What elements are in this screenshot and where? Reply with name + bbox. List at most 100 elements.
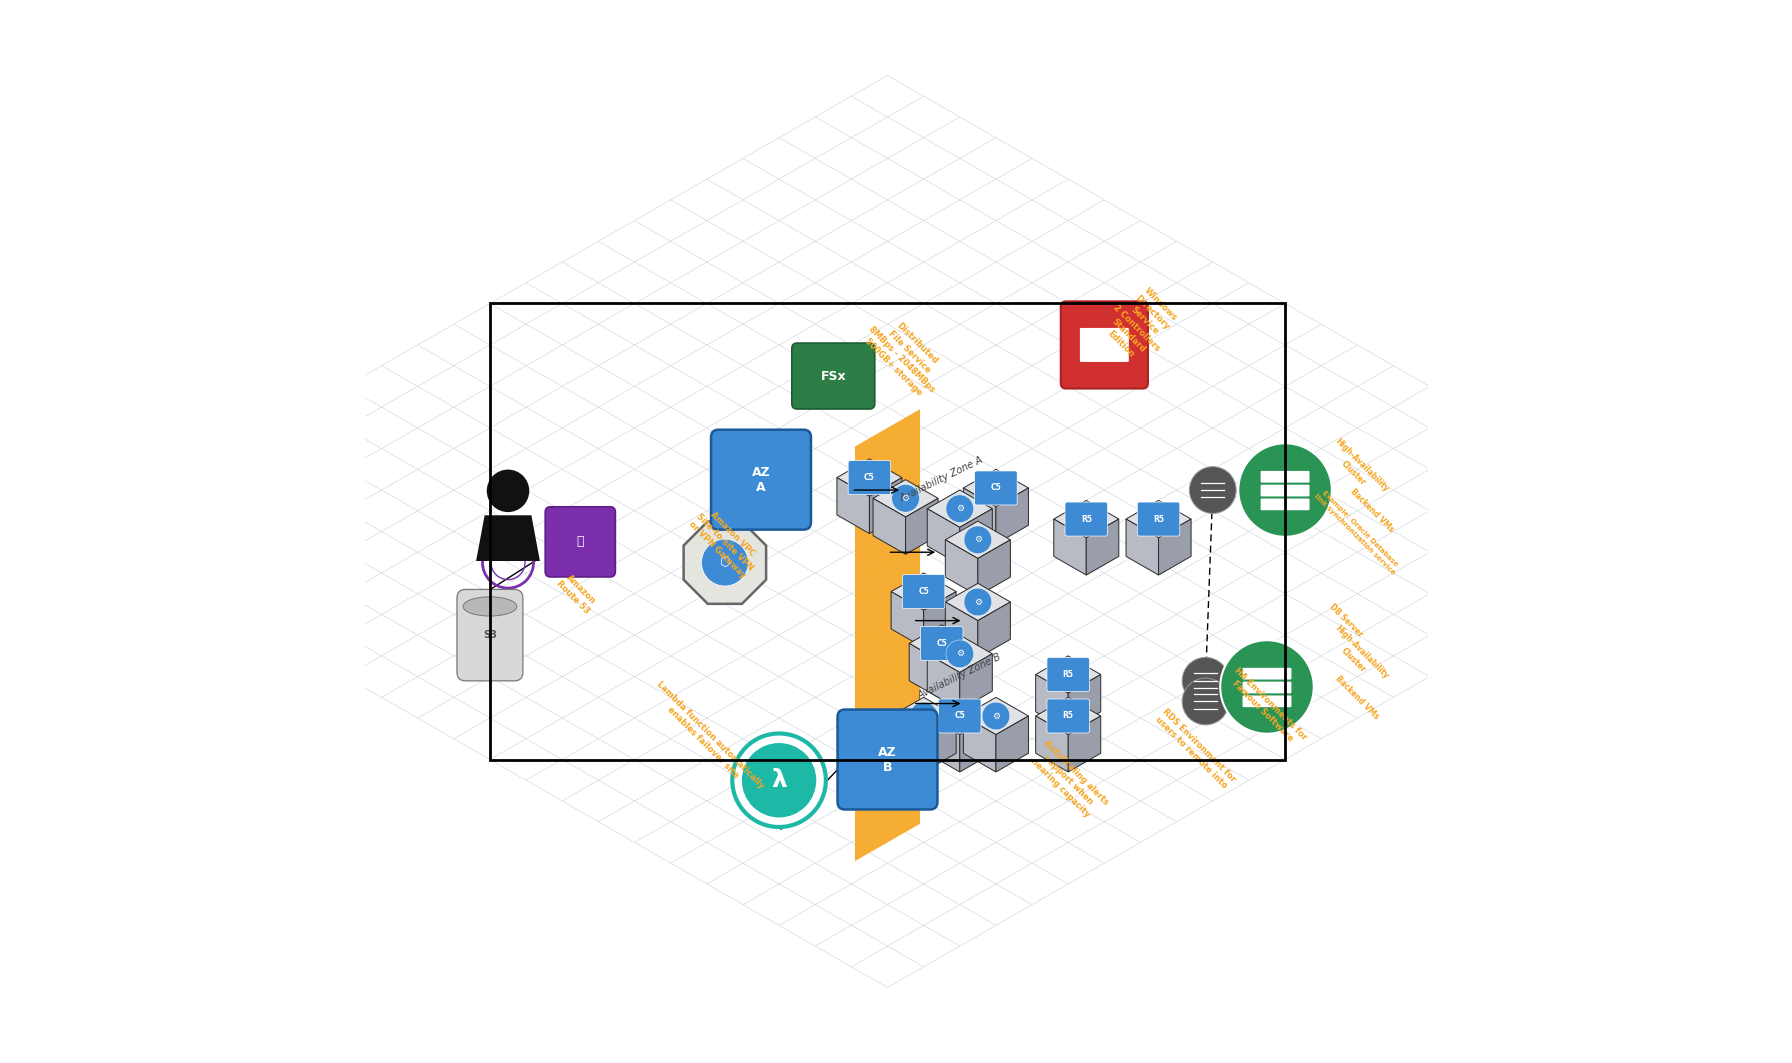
Polygon shape [946, 540, 978, 595]
FancyBboxPatch shape [848, 460, 891, 494]
Polygon shape [905, 499, 937, 554]
Polygon shape [923, 716, 957, 772]
Text: Availability Zone B: Availability Zone B [916, 652, 1004, 702]
FancyBboxPatch shape [1242, 681, 1292, 693]
Polygon shape [926, 654, 961, 710]
Polygon shape [873, 479, 937, 517]
Polygon shape [996, 716, 1029, 772]
Text: High-Availability
Cluster: High-Availability Cluster [1324, 437, 1391, 502]
Text: C5: C5 [937, 639, 948, 648]
FancyBboxPatch shape [903, 575, 944, 609]
FancyBboxPatch shape [1242, 695, 1292, 707]
Polygon shape [1068, 716, 1100, 772]
Polygon shape [926, 716, 961, 772]
Text: Backend VMs: Backend VMs [1333, 674, 1382, 721]
Polygon shape [1054, 501, 1118, 538]
Polygon shape [961, 654, 993, 710]
Circle shape [487, 470, 529, 512]
FancyBboxPatch shape [1064, 502, 1107, 536]
Polygon shape [926, 636, 993, 673]
Circle shape [1190, 467, 1236, 513]
Circle shape [964, 588, 991, 615]
Text: ⚙: ⚙ [919, 711, 928, 721]
FancyBboxPatch shape [1260, 471, 1310, 483]
Text: Lambda function automatically
enables failover site: Lambda function automatically enables fa… [647, 679, 765, 798]
FancyBboxPatch shape [1047, 699, 1090, 733]
FancyBboxPatch shape [1242, 668, 1292, 679]
Polygon shape [891, 697, 957, 735]
Text: R5: R5 [1152, 514, 1165, 524]
Polygon shape [837, 459, 901, 496]
Text: ⬡: ⬡ [719, 556, 731, 569]
Polygon shape [837, 477, 869, 534]
Polygon shape [891, 716, 923, 772]
Polygon shape [909, 643, 943, 699]
Text: C5: C5 [955, 711, 966, 721]
FancyBboxPatch shape [837, 710, 937, 810]
FancyBboxPatch shape [711, 429, 812, 529]
Text: High-Availability
Cluster: High-Availability Cluster [1324, 623, 1391, 689]
Circle shape [1183, 678, 1229, 725]
Polygon shape [1036, 656, 1100, 693]
Polygon shape [1036, 716, 1068, 772]
Polygon shape [946, 521, 1011, 558]
Circle shape [742, 743, 817, 817]
FancyBboxPatch shape [1260, 499, 1310, 510]
FancyBboxPatch shape [975, 471, 1018, 505]
Polygon shape [961, 509, 993, 564]
Text: S3: S3 [484, 630, 496, 640]
Polygon shape [964, 488, 996, 544]
Polygon shape [1036, 675, 1068, 730]
Polygon shape [996, 488, 1029, 544]
FancyBboxPatch shape [1061, 302, 1149, 389]
FancyBboxPatch shape [457, 590, 523, 681]
Text: λ: λ [771, 769, 787, 792]
Polygon shape [855, 409, 919, 861]
Text: R5: R5 [1081, 514, 1091, 524]
Text: AZ
A: AZ A [751, 466, 771, 493]
Polygon shape [909, 625, 975, 662]
Text: ⚙: ⚙ [955, 649, 964, 658]
Circle shape [910, 703, 937, 730]
Text: FSx: FSx [821, 370, 846, 383]
Polygon shape [964, 697, 1029, 735]
Circle shape [892, 485, 919, 512]
Circle shape [946, 495, 973, 523]
Polygon shape [926, 490, 993, 527]
Text: Backend VMs: Backend VMs [1348, 487, 1396, 535]
FancyBboxPatch shape [1081, 339, 1129, 352]
Text: ⚙: ⚙ [955, 504, 964, 513]
Text: ⚙: ⚙ [991, 711, 1000, 721]
Text: R5: R5 [1063, 670, 1073, 679]
Text: Amazon
Route 53: Amazon Route 53 [554, 572, 599, 615]
Polygon shape [1086, 519, 1118, 575]
Polygon shape [869, 477, 901, 534]
FancyBboxPatch shape [1081, 328, 1129, 341]
Polygon shape [683, 521, 767, 604]
Text: AZ
B: AZ B [878, 745, 896, 774]
Circle shape [733, 733, 826, 827]
Polygon shape [926, 697, 993, 735]
FancyBboxPatch shape [1138, 502, 1179, 536]
Polygon shape [891, 573, 957, 610]
Text: C5: C5 [991, 484, 1002, 492]
Polygon shape [978, 602, 1011, 658]
Circle shape [946, 640, 973, 668]
Polygon shape [946, 602, 978, 658]
Circle shape [701, 539, 749, 586]
Text: AutoScaling alerts
support when
nearing capacity: AutoScaling alerts support when nearing … [1027, 739, 1111, 822]
Circle shape [964, 526, 991, 554]
FancyBboxPatch shape [1081, 350, 1129, 362]
Text: Distributed
File Service
8MBps - 2048MBps
500GB+ storage: Distributed File Service 8MBps - 2048MBp… [858, 308, 952, 402]
Ellipse shape [462, 597, 516, 617]
Text: ⚙: ⚙ [901, 494, 910, 503]
Circle shape [1238, 443, 1331, 537]
Polygon shape [1125, 519, 1159, 575]
Text: HA Environments for
Famous Software: HA Environments for Famous Software [1226, 665, 1308, 749]
FancyBboxPatch shape [1260, 485, 1310, 496]
Circle shape [1183, 657, 1229, 704]
Text: Amazon VPC
Site-to-site VPN
or VPN Gateway: Amazon VPC Site-to-site VPN or VPN Gatew… [686, 504, 763, 580]
Polygon shape [873, 499, 905, 554]
Polygon shape [477, 516, 539, 561]
Polygon shape [1054, 519, 1086, 575]
